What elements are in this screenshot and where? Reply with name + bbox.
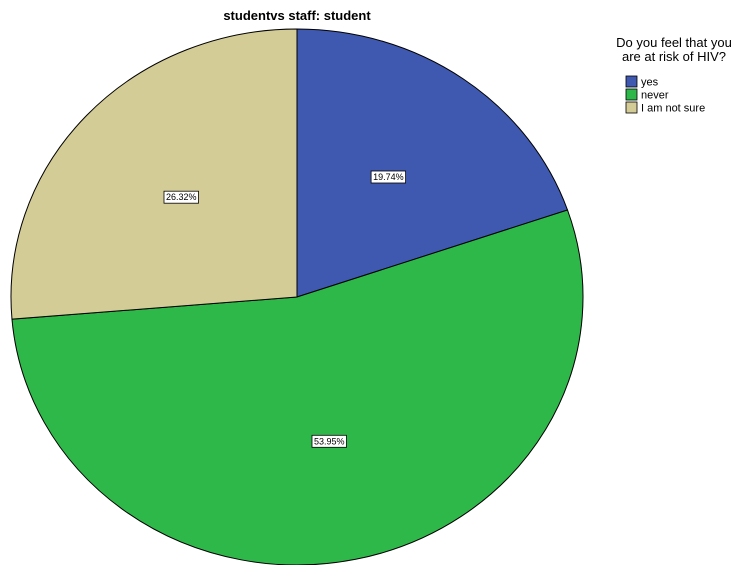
pie-data-label-box [163, 190, 199, 204]
legend-swatch [625, 101, 638, 114]
legend-title-line-2: are at risk of HIV? [622, 49, 726, 64]
legend-label: I am not sure [641, 103, 705, 115]
pie-data-label-text: 19.74% [373, 172, 404, 182]
pie-data-label: 19.74% [370, 170, 407, 184]
legend-label: never [641, 90, 669, 102]
legend-swatch [625, 88, 638, 101]
legend: Do you feel that you are at risk of HIV?… [616, 35, 732, 115]
pie-data-label-text: 53.95% [314, 436, 345, 446]
pie-data-label-box [311, 434, 347, 448]
legend-swatch [625, 75, 638, 88]
pie-data-label: 53.95% [311, 434, 347, 448]
legend-title-line-1: Do you feel that you [616, 35, 732, 50]
pie-data-label: 26.32% [163, 190, 199, 204]
pie-slices [10, 28, 584, 565]
pie-slice-i-am-not-sure [10, 28, 298, 320]
pie-slice-yes [296, 28, 569, 298]
pie-data-label-box [370, 170, 407, 184]
pie-slice-never [11, 209, 584, 565]
chart-title: studentvs staff: student [223, 8, 371, 23]
pie-data-labels: 19.74% 53.95% 26.32% [163, 170, 407, 448]
legend-label: yes [641, 77, 659, 89]
pie-data-label-text: 26.32% [166, 192, 197, 202]
